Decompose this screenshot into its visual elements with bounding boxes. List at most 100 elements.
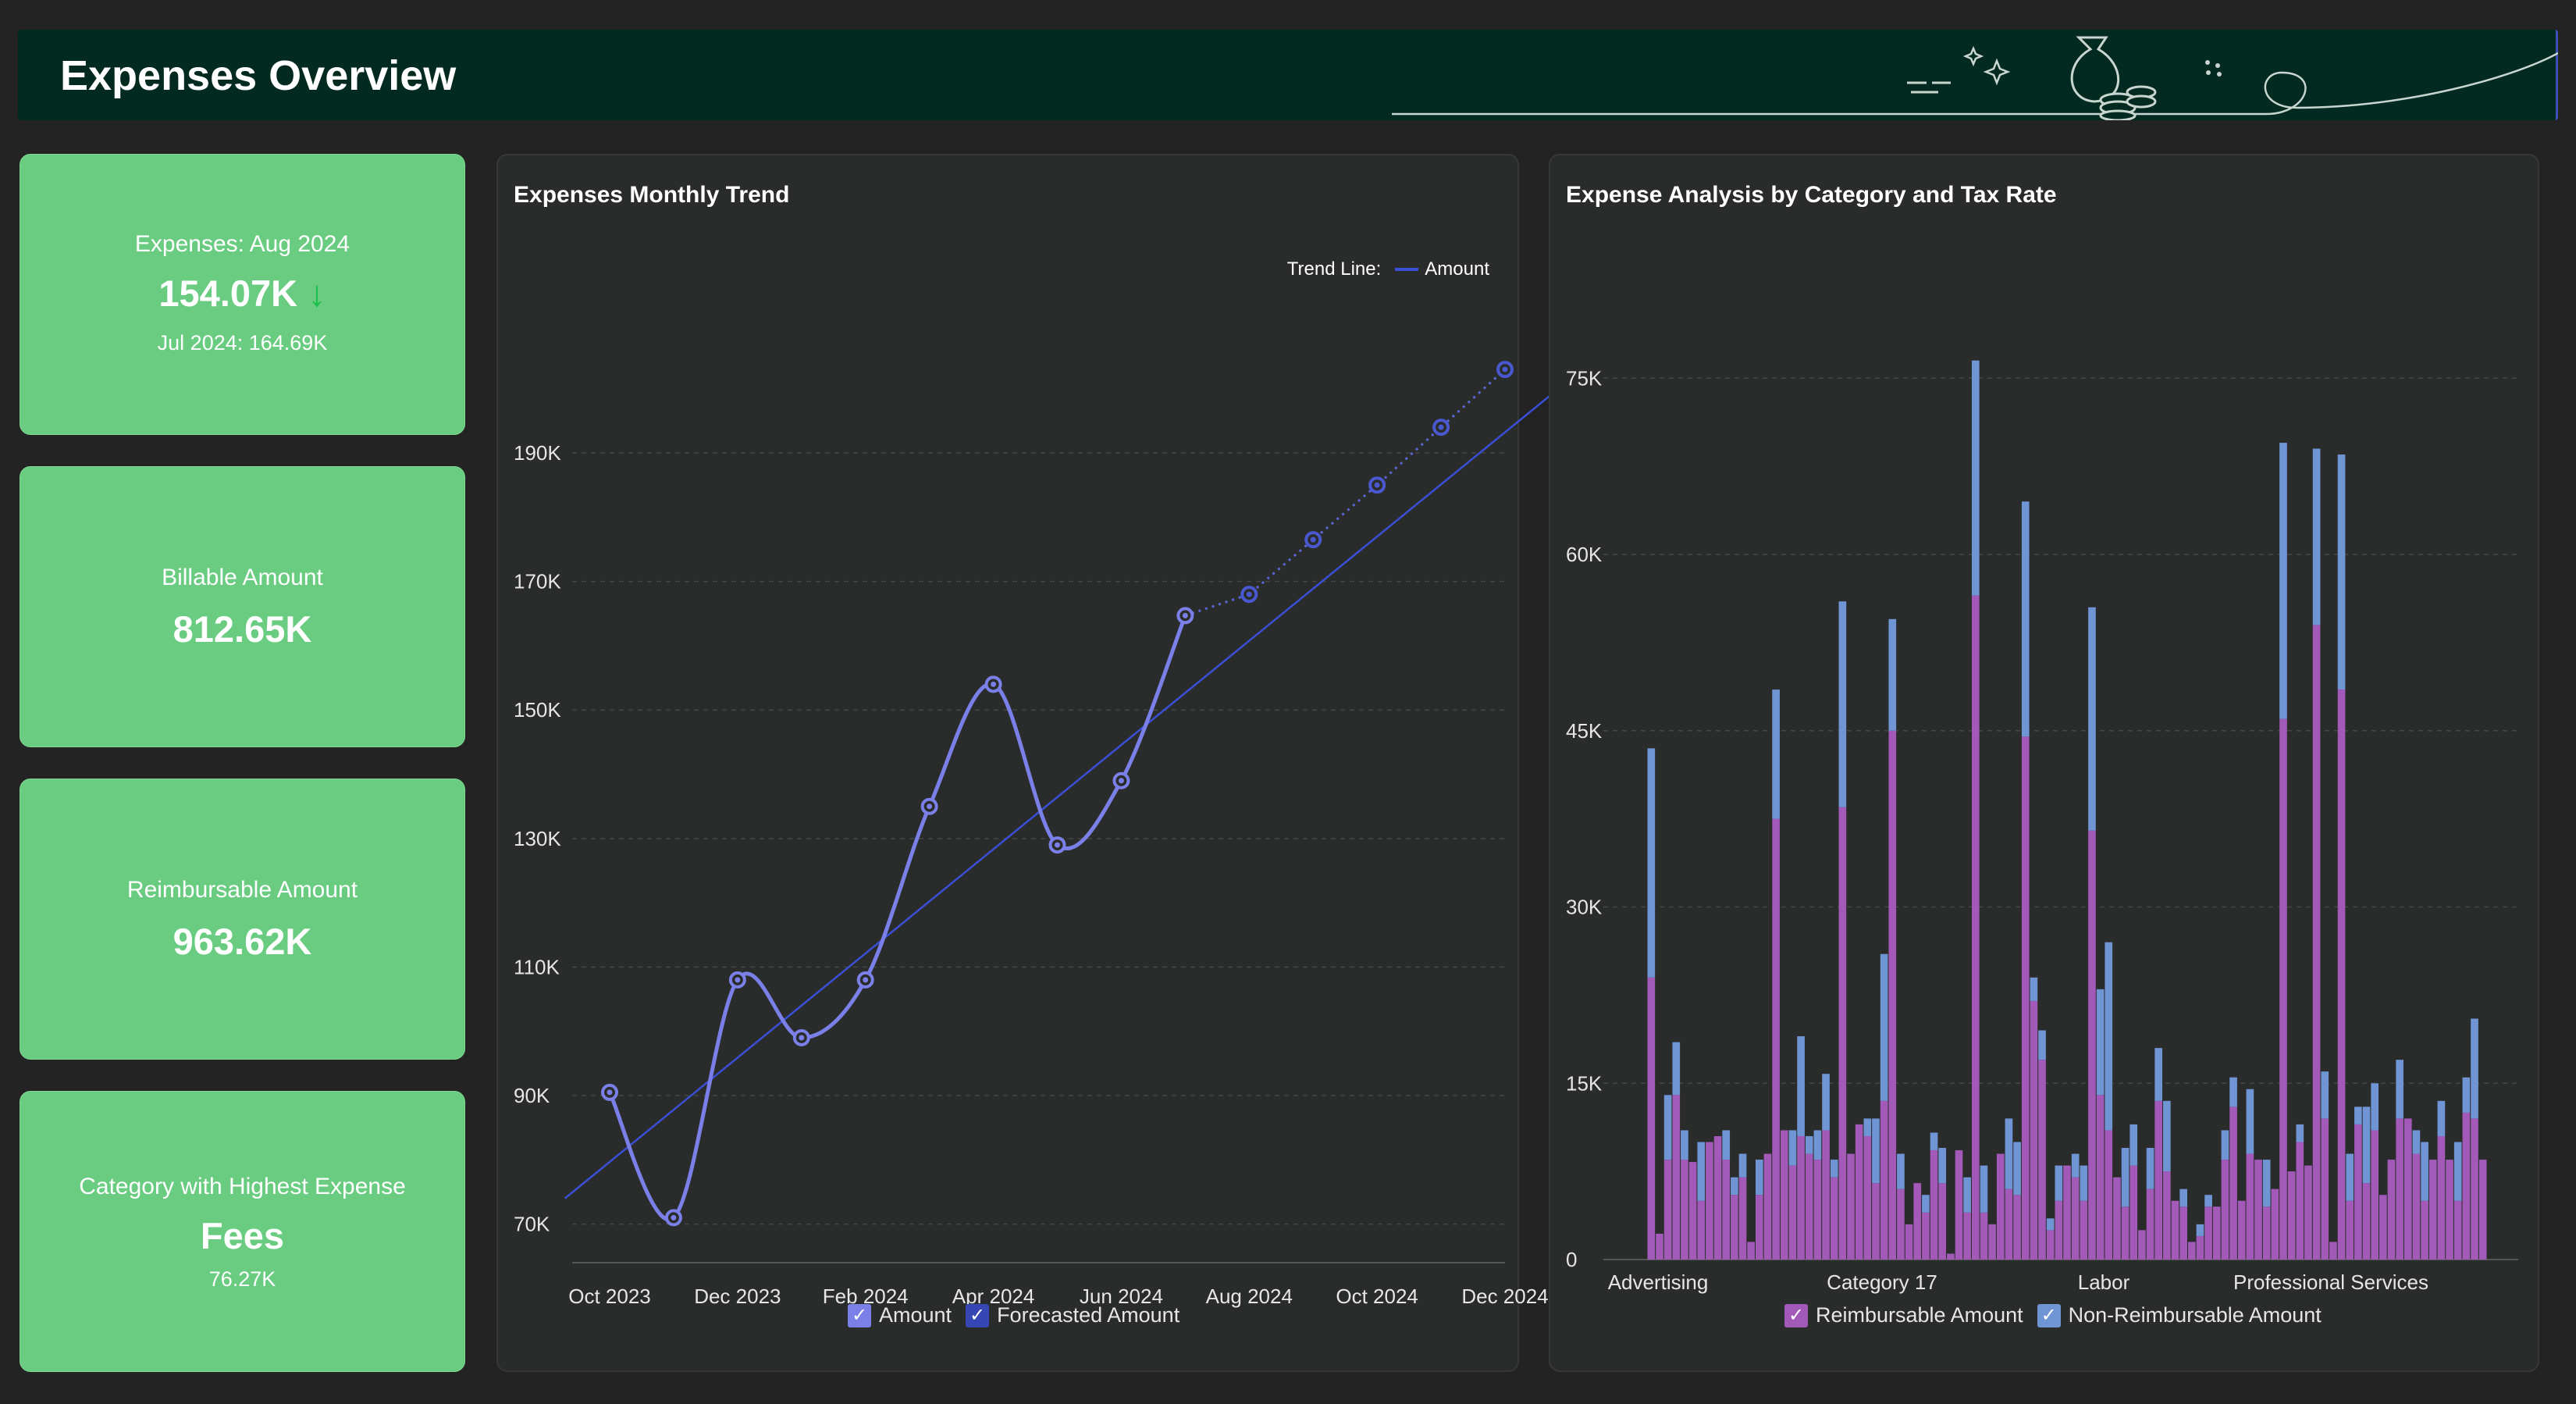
bar-non-reimbursable [2071, 1153, 2080, 1178]
y-tick-label: 110K [514, 955, 560, 978]
bar-reimbursable [1838, 807, 1847, 1260]
bar-reimbursable [2105, 1130, 2113, 1260]
bar-reimbursable [1755, 1195, 1763, 1260]
bar-non-reimbursable [1922, 1195, 1930, 1213]
bar-reimbursable [2371, 1130, 2379, 1260]
bar-reimbursable [2121, 1206, 2129, 1260]
bar-reimbursable [2362, 1183, 2371, 1260]
bar-non-reimbursable [1722, 1130, 1731, 1160]
y-tick-label: 150K [514, 698, 561, 722]
trend-chart-title: Expenses Monthly Trend [514, 182, 790, 208]
bar-non-reimbursable [1738, 1153, 1747, 1178]
bar-reimbursable [2296, 1142, 2304, 1260]
bar-reimbursable [2171, 1200, 2179, 1260]
bar-reimbursable [1731, 1195, 1738, 1260]
bar-reimbursable [2071, 1177, 2080, 1260]
kpi-card-expenses[interactable]: Expenses: Aug 2024 154.07K ↓ Jul 2024: 1… [20, 154, 465, 435]
bar-reimbursable [2179, 1206, 2187, 1260]
bar-non-reimbursable [1880, 953, 1888, 1101]
bar-reimbursable [2312, 625, 2321, 1260]
checkbox-icon[interactable]: ✓ [1784, 1303, 1808, 1327]
bar-reimbursable [1663, 1160, 1672, 1260]
bar-reimbursable [2421, 1200, 2428, 1260]
bar-reimbursable [1706, 1142, 1713, 1260]
data-point-amount-center [735, 977, 741, 983]
x-tick-label: Labor [2078, 1270, 2130, 1294]
bar-reimbursable [2329, 1242, 2337, 1260]
y-tick-label: 130K [514, 827, 561, 850]
bar-reimbursable [1963, 1212, 1971, 1260]
bar-non-reimbursable [2221, 1130, 2229, 1160]
bar-reimbursable [2196, 1235, 2204, 1260]
x-tick-label: Oct 2023 [568, 1285, 651, 1308]
legend-item-amount[interactable]: ✓ Amount [848, 1303, 952, 1327]
bar-non-reimbursable [1830, 1160, 1838, 1178]
page-title: Expenses Overview [60, 52, 457, 99]
bar-non-reimbursable [1672, 1042, 1681, 1096]
bar-reimbursable [1763, 1153, 1772, 1260]
bar-non-reimbursable [1888, 618, 1897, 731]
kpi-billable-label: Billable Amount [162, 565, 323, 590]
bar-reimbursable [1938, 1183, 1947, 1260]
checkbox-icon[interactable]: ✓ [848, 1303, 871, 1327]
bar-non-reimbursable [2312, 448, 2321, 625]
bar-reimbursable [1996, 1153, 2005, 1260]
bar-reimbursable [1822, 1130, 1830, 1260]
bar-reimbursable [2113, 1177, 2121, 1260]
checkbox-icon[interactable]: ✓ [2037, 1303, 2061, 1327]
bar-non-reimbursable [2321, 1071, 2329, 1119]
bar-reimbursable [2088, 830, 2096, 1260]
bar-non-reimbursable [2262, 1160, 2271, 1207]
x-tick-label: Dec 2023 [694, 1285, 781, 1308]
trend-line-swatch [1395, 268, 1419, 271]
bar-non-reimbursable [2105, 942, 2113, 1131]
y-tick-label: 75K [1566, 366, 1603, 390]
x-tick-label: Advertising [1608, 1270, 1709, 1294]
bar-reimbursable [2271, 1188, 2279, 1260]
bar-reimbursable [2163, 1171, 2171, 1260]
bar-reimbursable [2337, 690, 2346, 1260]
bar-reimbursable [2412, 1153, 2421, 1260]
data-point-forecast-center [1502, 366, 1508, 372]
y-tick-label: 45K [1566, 719, 1603, 743]
data-point-forecast-center [1246, 591, 1252, 597]
bar-reimbursable [1647, 977, 1656, 1260]
bar-reimbursable [1805, 1153, 1813, 1260]
bar-reimbursable [2379, 1195, 2387, 1260]
trend-chart-plot: 70K 90K 110K 130K 150K 170K 190K Oct 2023 Dec 20… [514, 343, 1615, 1308]
legend-item-forecasted[interactable]: ✓ Forecasted Amount [966, 1303, 1179, 1327]
kpi-card-reimbursable[interactable]: Reimbursable Amount 963.62K [20, 779, 465, 1060]
bar-non-reimbursable [1647, 748, 1656, 978]
bar-reimbursable [1738, 1177, 1747, 1260]
bar-reimbursable [2046, 1230, 2055, 1260]
checkbox-icon[interactable]: ✓ [966, 1303, 990, 1327]
bar-reimbursable [2346, 1200, 2354, 1260]
kpi-card-top-category[interactable]: Category with Highest Expense Fees 76.27… [20, 1091, 465, 1372]
bar-reimbursable [2229, 1106, 2237, 1260]
bar-non-reimbursable [2154, 1048, 2163, 1101]
bar-reimbursable [1897, 1188, 1905, 1260]
bar-non-reimbursable [1772, 690, 1780, 819]
bar-non-reimbursable [1681, 1130, 1688, 1160]
bar-reimbursable [2055, 1200, 2063, 1260]
bar-non-reimbursable [2354, 1106, 2362, 1124]
bar-non-reimbursable [1963, 1177, 1971, 1213]
series-line-forecast [1184, 368, 1507, 617]
bar-reimbursable [2221, 1160, 2229, 1260]
legend-item-reimbursable[interactable]: ✓ Reimbursable Amount [1784, 1303, 2023, 1327]
bar-reimbursable [1988, 1224, 1996, 1260]
bar-non-reimbursable [1971, 360, 1980, 596]
bar-non-reimbursable [1797, 1036, 1805, 1136]
trend-line-legend: Trend Line: Amount [1287, 258, 1489, 280]
legend-item-non-reimbursable[interactable]: ✓ Non-Reimbursable Amount [2037, 1303, 2322, 1327]
bar-reimbursable [2453, 1200, 2462, 1260]
x-tick-label: Category 17 [1827, 1270, 1937, 1294]
bar-reimbursable [1722, 1160, 1731, 1260]
bar-reimbursable [2021, 736, 2030, 1260]
y-tick-label: 30K [1566, 896, 1603, 919]
y-tick-label: 15K [1566, 1071, 1603, 1095]
trend-chart-panel: Expenses Monthly Trend Trend Line: Amoun… [496, 154, 1615, 1372]
kpi-card-billable[interactable]: Billable Amount 812.65K [20, 466, 465, 747]
bar-reimbursable [2321, 1118, 2329, 1260]
bar-reimbursable [1797, 1135, 1805, 1260]
